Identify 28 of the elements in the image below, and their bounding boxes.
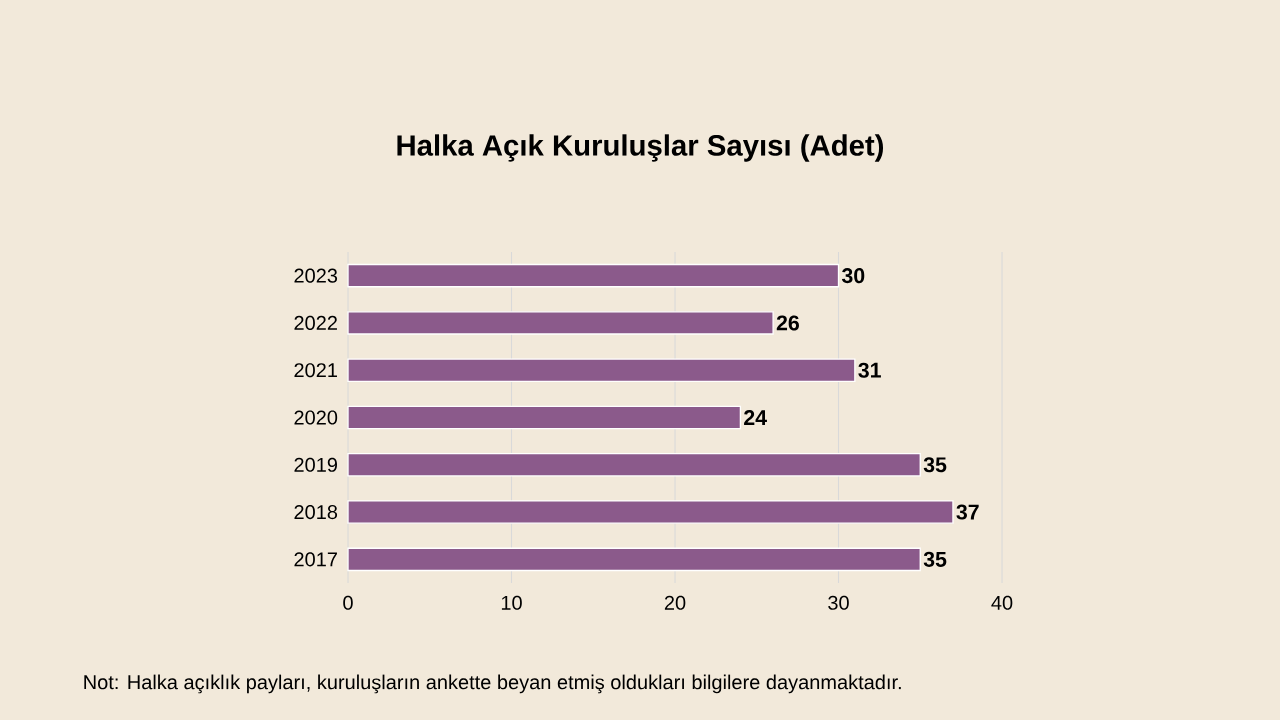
bar — [347, 263, 840, 288]
x-tick-label: 0 — [343, 595, 353, 610]
x-tick-label: 30 — [828, 595, 849, 610]
text: Not: Halka açıklık payları, kuruluşların ankette beyan etmiş oldukları bilgilere dayanmaktadır. — [84, 674, 901, 694]
y-tick-label: 2019 — [294, 457, 337, 472]
y-tick-label: 2021 — [294, 363, 337, 378]
bar — [347, 547, 921, 572]
data-label: 26 — [776, 315, 799, 331]
bar — [347, 311, 774, 335]
x-tick-label: 40 — [991, 595, 1013, 610]
y-tick-label: 2020 — [294, 410, 338, 425]
data-label: 31 — [858, 362, 881, 378]
bar — [347, 358, 856, 382]
bar — [347, 453, 921, 477]
y-tick-label: 2023 — [294, 268, 338, 283]
x-tick-label: 20 — [664, 595, 686, 610]
y-tick-label: 2017 — [294, 552, 337, 567]
x-tick-label: 10 — [501, 595, 522, 610]
chart-title: Halka Açık Kuruluşlar Sayısı (Adet) — [397, 134, 884, 162]
data-label: 37 — [956, 504, 979, 520]
data-label: 24 — [744, 410, 767, 425]
y-tick-label: 2018 — [294, 504, 338, 520]
y-tick-label: 2022 — [294, 315, 337, 330]
bar — [347, 405, 742, 430]
data-label: 35 — [923, 551, 947, 567]
data-label: 35 — [923, 457, 947, 473]
bar — [347, 500, 954, 524]
data-label: 30 — [841, 268, 865, 284]
